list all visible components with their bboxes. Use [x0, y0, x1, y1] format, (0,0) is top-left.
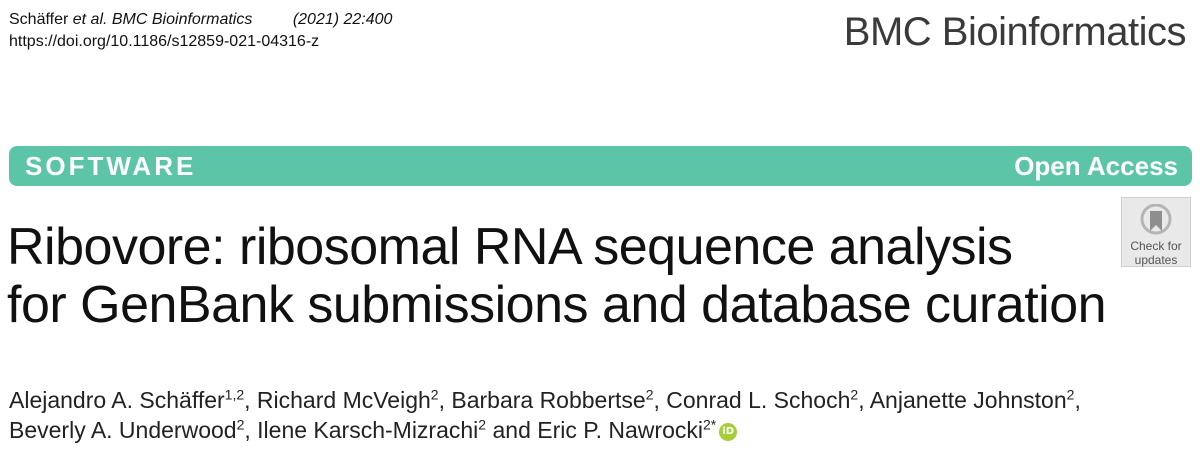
author-separator: ,	[1074, 387, 1081, 413]
author-separator: and	[486, 417, 538, 443]
article-type-banner: SOFTWARE Open Access	[9, 146, 1192, 186]
citation-block: Schäffer et al. BMC Bioinformatics (2021…	[9, 9, 392, 53]
citation-journal: et al. BMC Bioinformatics	[72, 11, 253, 28]
check-updates-line2: updates	[1134, 253, 1178, 267]
title-line-2: for GenBank submissions and database cur…	[7, 276, 1107, 334]
author-name: Anjanette Johnston	[869, 387, 1067, 413]
author-name: Ilene Karsch-Mizrachi	[257, 417, 479, 443]
author-separator: ,	[653, 387, 667, 413]
check-updates-line1: Check for	[1130, 239, 1182, 253]
author-name: Eric P. Nawrocki	[537, 417, 703, 443]
author: Eric P. Nawrocki2* iD	[537, 416, 738, 443]
citation-line: Schäffer et al. BMC Bioinformatics (2021…	[9, 9, 392, 31]
author: Alejandro A. Schäffer1,2	[9, 387, 244, 413]
author-separator: ,	[858, 387, 870, 413]
author: Barbara Robbertse2	[451, 387, 653, 413]
author-list: Alejandro A. Schäffer1,2, Richard McVeig…	[9, 385, 1189, 445]
author: Beverly A. Underwood2	[9, 417, 244, 443]
bookmark-icon	[1140, 204, 1172, 235]
author-name: Alejandro A. Schäffer	[9, 387, 225, 413]
author-affiliation: 1,2	[224, 386, 245, 403]
author-affiliation: 2	[850, 386, 859, 403]
author-affiliation: 2	[645, 386, 654, 403]
citation-doi-link[interactable]: https://doi.org/10.1186/s12859-021-04316…	[9, 33, 320, 50]
author-name: Barbara Robbertse	[451, 387, 646, 413]
article-type-label: SOFTWARE	[25, 151, 197, 181]
citation-first-author: Schäffer	[9, 11, 69, 28]
author: Conrad L. Schoch2	[666, 387, 858, 413]
author: Ilene Karsch-Mizrachi2	[257, 417, 486, 443]
author-affiliation: 2	[478, 416, 487, 433]
author-affiliation: 2	[236, 416, 245, 433]
orcid-icon[interactable]: iD	[719, 422, 738, 441]
title-line-1: Ribovore: ribosomal RNA sequence analysi…	[7, 218, 1013, 276]
author: Richard McVeigh2	[257, 387, 439, 413]
author-separator: ,	[438, 387, 452, 413]
author-affiliation: 2*	[702, 416, 717, 433]
article-title: Ribovore: ribosomal RNA sequence analysi…	[7, 218, 1107, 334]
author-name: Richard McVeigh	[256, 387, 431, 413]
open-access-label: Open Access	[1014, 151, 1178, 181]
author-name: Conrad L. Schoch	[666, 387, 851, 413]
check-for-updates-button[interactable]: Check for updates	[1121, 197, 1191, 267]
citation-year-volume: (2021) 22:400	[292, 11, 393, 28]
author-separator: ,	[244, 387, 257, 413]
author-name: Beverly A. Underwood	[9, 417, 237, 443]
author-affiliation: 2	[430, 386, 439, 403]
author-affiliation: 2	[1066, 386, 1075, 403]
author: Anjanette Johnston2	[870, 387, 1075, 413]
journal-logo: BMC Bioinformatics	[843, 10, 1187, 54]
author-separator: ,	[244, 417, 258, 443]
